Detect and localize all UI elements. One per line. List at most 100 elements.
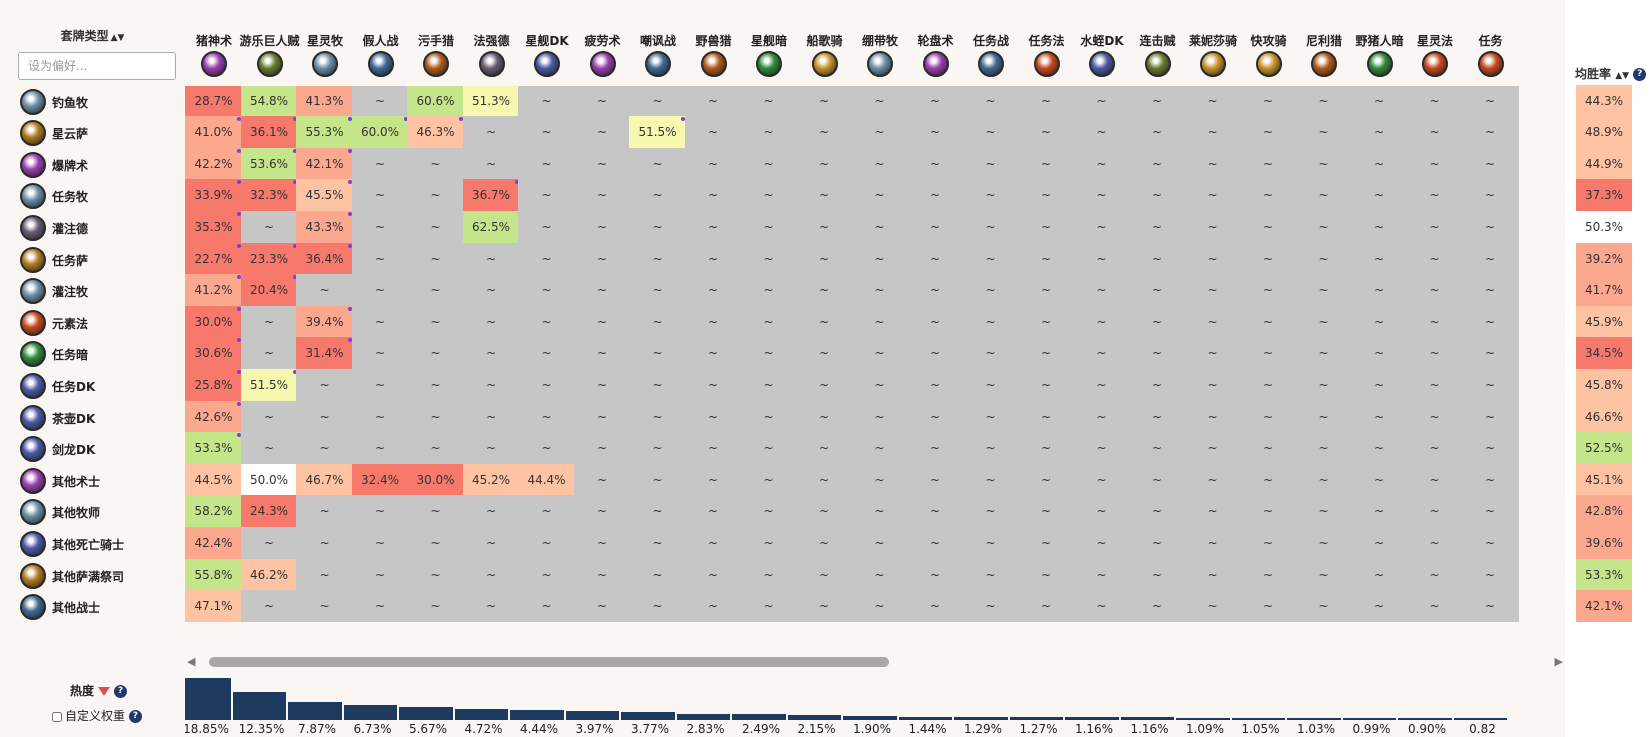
matchup-cell[interactable]: ~: [1073, 558, 1130, 591]
deck-type-sort-header[interactable]: 套牌类型 ▲▼: [0, 27, 185, 44]
matchup-cell[interactable]: ~: [573, 337, 631, 370]
matchup-cell[interactable]: ~: [1239, 432, 1297, 465]
matchup-cell[interactable]: ~: [462, 274, 520, 307]
matchup-cell[interactable]: ~: [407, 179, 464, 212]
matchup-cell[interactable]: ~: [1017, 337, 1075, 370]
matchup-cell[interactable]: ~: [1128, 86, 1186, 117]
matchup-cell[interactable]: ~: [684, 337, 742, 370]
matchup-cell[interactable]: ~: [407, 305, 464, 338]
matchup-cell[interactable]: ~: [573, 558, 631, 591]
matchup-cell[interactable]: ~: [1295, 463, 1352, 496]
matchup-cell[interactable]: ~: [1461, 86, 1519, 117]
matchup-cell[interactable]: ~: [351, 337, 409, 370]
matchup-cell[interactable]: ~: [1406, 400, 1463, 433]
matchup-cell[interactable]: ~: [351, 210, 409, 243]
matchup-cell[interactable]: ~: [351, 432, 409, 465]
matchup-cell[interactable]: ~: [1239, 368, 1297, 401]
matchup-cell[interactable]: ~: [1184, 305, 1241, 338]
matchup-cell[interactable]: ~: [795, 274, 853, 307]
custom-weight-help-icon[interactable]: ?: [128, 710, 142, 723]
matchup-cell[interactable]: ~: [296, 274, 353, 307]
row-label[interactable]: 任务牧: [18, 179, 183, 212]
matchup-cell[interactable]: ~: [1406, 305, 1463, 338]
matchup-cell[interactable]: 44.4%: [518, 463, 575, 496]
matchup-cell[interactable]: ~: [795, 558, 853, 591]
scroll-left-icon[interactable]: ◀: [187, 655, 196, 668]
matchup-cell[interactable]: ~: [351, 558, 409, 591]
matchup-cell[interactable]: ~: [351, 179, 409, 212]
matchup-cell[interactable]: ~: [740, 210, 797, 243]
matchup-cell[interactable]: ~: [906, 210, 964, 243]
matchup-cell[interactable]: 22.7%: [185, 242, 242, 275]
matchup-cell[interactable]: ~: [1406, 463, 1463, 496]
matchup-cell[interactable]: ~: [1017, 400, 1075, 433]
matchup-cell[interactable]: ~: [795, 179, 853, 212]
matchup-cell[interactable]: ~: [1239, 337, 1297, 370]
matchup-cell[interactable]: ~: [962, 590, 1019, 623]
matchup-cell[interactable]: ~: [962, 368, 1019, 401]
matchup-cell[interactable]: ~: [629, 274, 686, 307]
matchup-cell[interactable]: ~: [795, 400, 853, 433]
matchup-cell[interactable]: ~: [906, 116, 964, 149]
row-label[interactable]: 茶壶DK: [18, 401, 183, 434]
matchup-cell[interactable]: ~: [462, 116, 520, 149]
matchup-cell[interactable]: ~: [407, 495, 464, 528]
matchup-cell[interactable]: ~: [573, 495, 631, 528]
matchup-cell[interactable]: ~: [518, 495, 575, 528]
matchup-cell[interactable]: ~: [906, 495, 964, 528]
matchup-cell[interactable]: ~: [573, 274, 631, 307]
matchup-cell[interactable]: ~: [1017, 147, 1075, 180]
matchup-cell[interactable]: 46.3%: [407, 116, 464, 149]
matchup-cell[interactable]: ~: [1406, 432, 1463, 465]
matchup-cell[interactable]: ~: [1184, 368, 1241, 401]
matchup-cell[interactable]: ~: [684, 526, 742, 559]
matchup-cell[interactable]: ~: [351, 274, 409, 307]
column-header[interactable]: 游乐巨人贼: [239, 0, 300, 86]
matchup-cell[interactable]: ~: [1461, 368, 1519, 401]
row-label[interactable]: 钓鱼牧: [18, 86, 183, 118]
matchup-cell[interactable]: 41.2%: [185, 274, 242, 307]
matchup-cell[interactable]: 36.7%: [462, 179, 520, 212]
matchup-cell[interactable]: ~: [1073, 210, 1130, 243]
matchup-cell[interactable]: 32.3%: [240, 179, 298, 212]
row-label[interactable]: 星云萨: [18, 116, 183, 149]
matchup-cell[interactable]: ~: [629, 432, 686, 465]
matchup-cell[interactable]: ~: [1461, 274, 1519, 307]
matchup-cell[interactable]: ~: [1350, 116, 1408, 149]
matchup-cell[interactable]: ~: [1239, 179, 1297, 212]
matchup-cell[interactable]: ~: [1017, 274, 1075, 307]
matchup-cell[interactable]: ~: [1461, 463, 1519, 496]
matchup-cell[interactable]: ~: [1128, 116, 1186, 149]
matchup-cell[interactable]: ~: [906, 558, 964, 591]
row-label[interactable]: 其他牧师: [18, 495, 183, 528]
matchup-cell[interactable]: ~: [1295, 590, 1352, 623]
matchup-cell[interactable]: ~: [740, 463, 797, 496]
matchup-cell[interactable]: ~: [1128, 274, 1186, 307]
matchup-cell[interactable]: ~: [1350, 86, 1408, 117]
matchup-cell[interactable]: ~: [1461, 210, 1519, 243]
matchup-cell[interactable]: ~: [684, 242, 742, 275]
matchup-cell[interactable]: ~: [629, 463, 686, 496]
matchup-cell[interactable]: ~: [407, 558, 464, 591]
matchup-cell[interactable]: ~: [906, 590, 964, 623]
matchup-cell[interactable]: ~: [1017, 86, 1075, 117]
matchup-cell[interactable]: ~: [1295, 432, 1352, 465]
matchup-cell[interactable]: ~: [740, 432, 797, 465]
matchup-cell[interactable]: ~: [518, 147, 575, 180]
matchup-cell[interactable]: ~: [351, 590, 409, 623]
matchup-cell[interactable]: ~: [296, 368, 353, 401]
matchup-cell[interactable]: 55.3%: [296, 116, 353, 149]
row-label[interactable]: 灌注德: [18, 211, 183, 244]
matchup-cell[interactable]: ~: [629, 210, 686, 243]
matchup-cell[interactable]: ~: [1239, 116, 1297, 149]
matchup-cell[interactable]: ~: [629, 179, 686, 212]
matchup-cell[interactable]: ~: [851, 147, 908, 180]
matchup-cell[interactable]: ~: [851, 368, 908, 401]
matchup-cell[interactable]: ~: [1295, 147, 1352, 180]
matchup-cell[interactable]: ~: [629, 495, 686, 528]
matchup-cell[interactable]: ~: [1461, 558, 1519, 591]
column-header[interactable]: 猪神术: [185, 0, 243, 86]
matchup-cell[interactable]: ~: [1184, 432, 1241, 465]
matchup-cell[interactable]: ~: [1184, 495, 1241, 528]
matchup-cell[interactable]: ~: [906, 242, 964, 275]
